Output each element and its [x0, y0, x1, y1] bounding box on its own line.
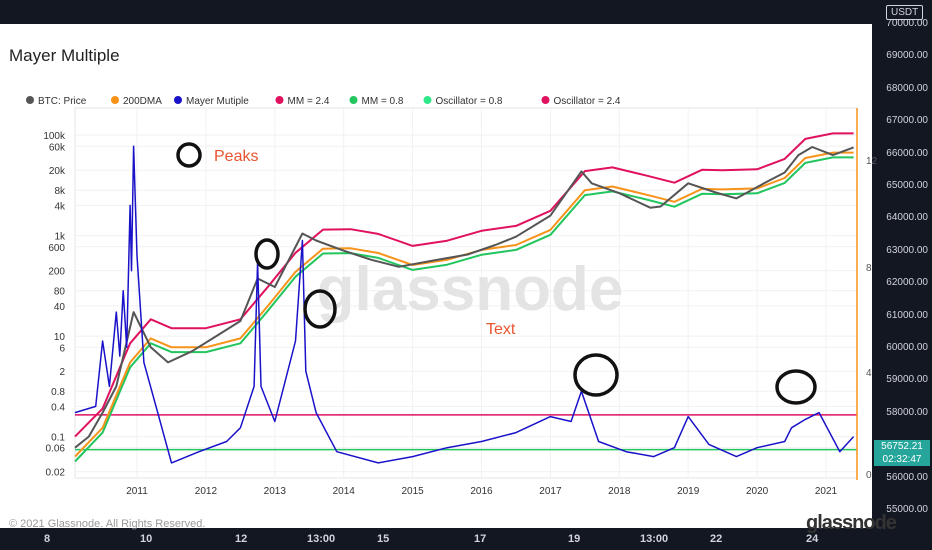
mayer-multiple-chart: 100k60k20k8k4k1k600200804010620.80.40.10…: [26, 96, 858, 497]
oscillator-axis-label: 4: [866, 368, 872, 379]
glassnode-logo: glassnode: [806, 512, 897, 534]
x-tick-label: 2021: [815, 486, 838, 497]
legend-swatch: [111, 96, 119, 104]
y-tick-label: 600: [48, 243, 65, 254]
currency-badge[interactable]: USDT: [886, 5, 924, 20]
legend-item[interactable]: BTC: Price: [38, 96, 87, 107]
oscillator-axis-label: 8: [866, 263, 872, 274]
x-tick-label: 2019: [677, 486, 700, 497]
price-axis-label: 62000.00: [886, 277, 928, 289]
y-tick-label: 2: [59, 367, 65, 378]
top-toolbar: [0, 0, 932, 24]
legend-item[interactable]: 200DMA: [123, 96, 162, 107]
legend-swatch: [541, 96, 550, 104]
y-tick-label: 200: [48, 267, 65, 278]
time-axis-label: 8: [44, 533, 51, 545]
price-axis-label: 64000.00: [886, 212, 928, 224]
price-axis-label: 61000.00: [886, 309, 928, 321]
watermark: glassnode: [317, 255, 624, 324]
price-axis-label: 69000.00: [886, 50, 928, 62]
y-tick-label: 0.02: [46, 468, 66, 479]
y-tick-label: 10: [54, 332, 66, 343]
time-axis-label: 22: [710, 533, 723, 545]
price-axis-label: 68000.00: [886, 82, 928, 94]
time-axis-label: 17: [474, 533, 487, 545]
chart-title: Mayer Multiple: [9, 46, 120, 65]
time-axis-label: 19: [568, 533, 581, 545]
legend-swatch: [349, 96, 358, 104]
price-axis-label: 56000.00: [886, 471, 928, 483]
legend-swatch: [423, 96, 432, 104]
y-tick-label: 4k: [54, 201, 66, 212]
legend-item[interactable]: Mayer Mutiple: [186, 96, 249, 107]
x-tick-label: 2012: [195, 486, 218, 497]
y-tick-label: 100k: [43, 131, 66, 142]
peak-marker-2013b: [303, 289, 337, 329]
price-axis-label: 66000.00: [886, 147, 928, 159]
x-tick-label: 2017: [539, 486, 562, 497]
series-line-mm-2-4: [74, 132, 854, 438]
oscillator-axis-label: 12: [866, 156, 878, 167]
x-tick-label: 2011: [126, 486, 148, 497]
peak-marker-2017: [573, 353, 619, 397]
legend-item[interactable]: MM = 0.8: [362, 96, 404, 107]
legend-swatch: [174, 96, 182, 104]
time-axis-label: 10: [140, 533, 153, 545]
time-axis-label: 12: [235, 533, 248, 545]
y-tick-label: 60k: [49, 142, 66, 153]
x-tick-label: 2016: [470, 486, 493, 497]
series-line-mayer-mutiple: [74, 145, 855, 464]
peak-marker-legend: [176, 142, 202, 168]
legend-item[interactable]: MM = 2.4: [288, 96, 330, 107]
y-tick-label: 0.06: [46, 444, 66, 455]
x-tick-label: 2020: [746, 486, 769, 497]
y-tick-label: 8k: [54, 186, 66, 197]
last-price: 56752.21: [881, 441, 923, 452]
peak-marker-2021: [775, 369, 817, 405]
price-axis-label: 59000.00: [886, 374, 928, 386]
legend-swatch: [275, 96, 284, 104]
time-axis-label: 13:00: [307, 533, 336, 545]
legend-item[interactable]: Oscillator = 2.4: [554, 96, 621, 107]
oscillator-axis-label: 0: [866, 470, 872, 481]
y-tick-label: 0.1: [51, 433, 65, 444]
time-axis-label: 24: [806, 533, 819, 545]
price-axis-label: 67000.00: [886, 115, 928, 127]
price-axis-label: 55000.00: [886, 504, 928, 515]
y-tick-label: 0.4: [51, 402, 65, 413]
text-label: Text: [486, 321, 516, 338]
price-axis-label: 63000.00: [886, 244, 928, 256]
price-axis-label: 70000.00: [886, 18, 928, 29]
price-axis-label: 60000.00: [886, 342, 928, 353]
y-tick-label: 0.8: [51, 387, 65, 398]
x-tick-label: 2013: [264, 486, 287, 497]
price-axis-label: 58000.00: [886, 406, 928, 418]
legend-swatch: [26, 96, 34, 104]
time-axis[interactable]: [0, 528, 932, 550]
copyright-footer: © 2021 Glassnode. All Rights Reserved.: [9, 518, 206, 530]
bar-countdown: 02:32:47: [882, 454, 922, 465]
y-tick-label: 40: [54, 302, 66, 313]
series-line-btc-price: [74, 146, 854, 449]
peaks-label: Peaks: [214, 148, 258, 165]
y-tick-label: 1k: [54, 232, 66, 243]
y-tick-label: 6: [59, 343, 65, 354]
x-tick-label: 2014: [333, 486, 356, 497]
time-axis-label: 15: [377, 533, 390, 545]
x-tick-label: 2018: [608, 486, 631, 497]
last-price-tag: 56752.21 02:32:47: [874, 440, 930, 466]
legend-item[interactable]: Oscillator = 0.8: [436, 96, 503, 107]
y-tick-label: 80: [54, 287, 66, 298]
x-tick-label: 2015: [401, 486, 424, 497]
price-axis-label: 65000.00: [886, 180, 928, 191]
peak-marker-2013a: [254, 238, 280, 270]
y-tick-label: 20k: [49, 166, 66, 177]
time-axis-label: 13:00: [640, 533, 669, 545]
